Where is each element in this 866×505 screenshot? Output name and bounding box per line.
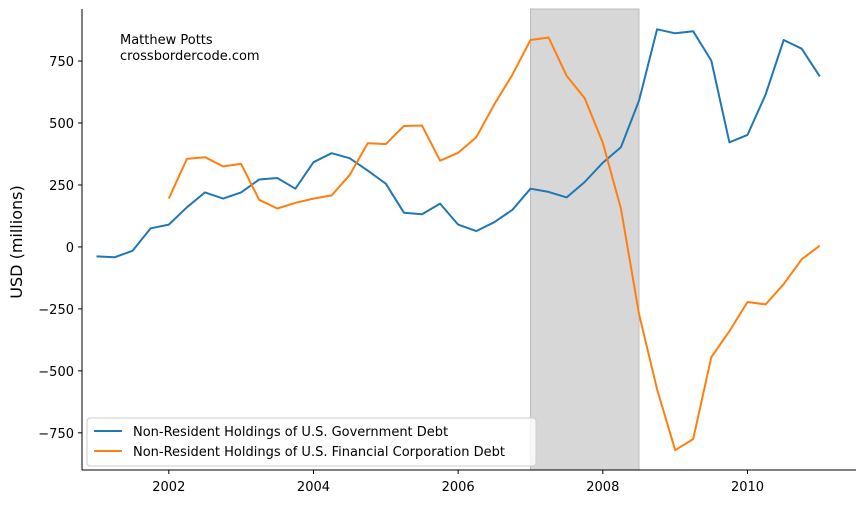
y-tick-label: 0 bbox=[66, 241, 74, 256]
y-tick-label: −250 bbox=[38, 303, 74, 318]
y-axis-label: USD (millions) bbox=[7, 185, 26, 298]
legend-label-financial-debt: Non-Resident Holdings of U.S. Financial … bbox=[133, 445, 505, 460]
author-annotation: Matthew Potts crossbordercode.com bbox=[120, 33, 260, 64]
annotation-line-site: crossbordercode.com bbox=[120, 49, 260, 64]
legend: Non-Resident Holdings of U.S. Government… bbox=[86, 417, 537, 467]
legend-box bbox=[86, 417, 537, 467]
x-tick-label: 2006 bbox=[442, 480, 475, 495]
x-tick-label: 2008 bbox=[586, 480, 619, 495]
y-ticks: −750 −500 −250 0 250 500 750 bbox=[38, 55, 82, 442]
y-tick-label: 500 bbox=[49, 117, 74, 132]
y-tick-label: 750 bbox=[49, 55, 74, 70]
y-tick-label: 250 bbox=[49, 179, 74, 194]
axes bbox=[81, 9, 856, 471]
y-tick-label: −750 bbox=[38, 427, 74, 442]
series-line-government-debt bbox=[96, 28, 821, 259]
y-tick-label: −500 bbox=[38, 365, 74, 380]
series-layer bbox=[96, 28, 821, 452]
series-line-financial-debt bbox=[167, 36, 821, 452]
x-tick-label: 2002 bbox=[152, 480, 185, 495]
x-ticks: 2002 2004 2006 2008 2010 bbox=[152, 470, 764, 495]
shaded-region-rect bbox=[529, 8, 640, 471]
x-tick-label: 2004 bbox=[297, 480, 330, 495]
x-tick-label: 2010 bbox=[731, 480, 764, 495]
recession-shaded-region bbox=[529, 8, 640, 471]
legend-label-government-debt: Non-Resident Holdings of U.S. Government… bbox=[133, 425, 448, 440]
annotation-line-author: Matthew Potts bbox=[120, 33, 213, 48]
